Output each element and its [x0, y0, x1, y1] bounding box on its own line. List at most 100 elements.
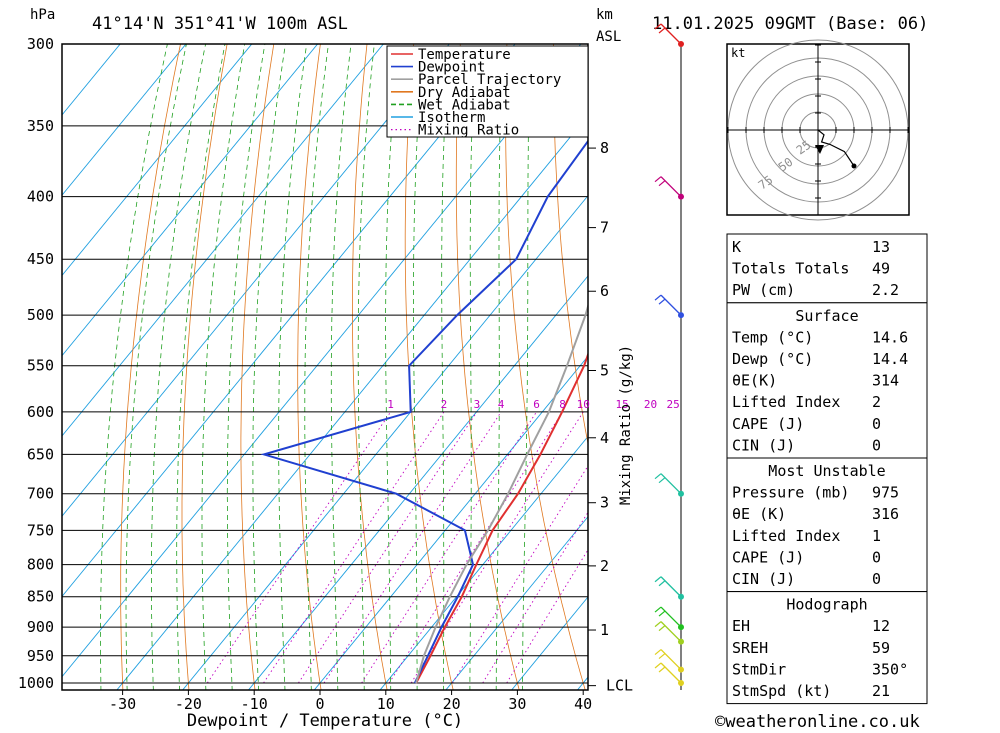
dry-adiabat-line — [351, 44, 388, 690]
profile-lines — [260, 139, 588, 684]
km-tick-label: 7 — [600, 219, 609, 237]
height-ref-label: ASL — [596, 29, 621, 45]
hodograph-ring-label: 75 — [756, 173, 776, 193]
km-tick-label: 5 — [600, 362, 609, 380]
index-label: CIN (J) — [732, 436, 795, 454]
wet-adiabat-line — [226, 44, 266, 690]
index-value: 13 — [872, 238, 890, 256]
pressure-tick-label: 1000 — [18, 674, 54, 692]
wet-adiabat-line — [150, 44, 207, 690]
index-value: 0 — [872, 415, 881, 433]
index-label: CAPE (J) — [732, 548, 804, 566]
mixing-ratio-label: 25 — [666, 398, 679, 411]
index-value: 350° — [872, 660, 908, 678]
x-tick-label: -20 — [175, 695, 202, 713]
index-table: K 13 Totals Totals 49 PW (cm) 2.2 Surface Temp … — [726, 233, 928, 705]
wind-barb-flag — [654, 621, 662, 628]
wet-adiabat-line — [278, 44, 308, 690]
wind-barb — [660, 649, 682, 671]
index-label: K — [732, 238, 741, 256]
wind-barb-flag — [658, 180, 666, 187]
isotherm-line — [62, 44, 450, 517]
index-label: Dewp (°C) — [732, 350, 813, 368]
km-tick-label: 4 — [600, 429, 609, 447]
x-tick-label: 30 — [508, 695, 526, 713]
isotherm-line — [62, 44, 187, 196]
pressure-tick-label: 750 — [27, 521, 54, 539]
index-value: 21 — [872, 682, 890, 700]
index-value: 14.4 — [872, 350, 908, 368]
index-label: Totals Totals — [732, 260, 849, 278]
legend-entry: Dewpoint — [418, 60, 485, 76]
wind-barb-flag — [658, 580, 666, 587]
temperature-axis-labels: -30 -20 -10 0 10 20 30 40 — [109, 690, 592, 713]
wind-barb-flag — [658, 653, 666, 660]
series-dewpoint — [260, 139, 588, 684]
pressure-tick-label: 650 — [27, 445, 54, 463]
pressure-tick-label: 600 — [27, 403, 54, 421]
wind-level-dot — [678, 490, 684, 497]
hodograph-ring-label: 50 — [776, 155, 796, 175]
wet-adiabat-line — [176, 44, 226, 690]
pressure-tick-label: 850 — [27, 588, 54, 606]
index-label: StmSpd (kt) — [732, 682, 831, 700]
index-box — [726, 233, 928, 304]
x-tick-label: -30 — [109, 695, 136, 713]
hodograph-unit: kt — [731, 46, 745, 60]
index-label: StmDir — [732, 660, 786, 678]
index-section-title: Surface — [795, 307, 858, 325]
pressure-unit-label: hPa — [30, 7, 55, 23]
isotherm-line — [62, 44, 384, 437]
wind-barb-flag — [654, 294, 662, 301]
km-tick-label: 2 — [600, 557, 609, 575]
mixing-ratio-label: 3 — [474, 398, 481, 411]
mixing-ratio-line — [323, 411, 502, 684]
wind-level-dot — [678, 193, 684, 200]
index-label: CAPE (J) — [732, 415, 804, 433]
hodograph-trace — [817, 129, 855, 167]
pressure-axis-labels: 300 350 400 450 500 550 600 650 700 750 800 850 900 9… — [18, 35, 54, 692]
pressure-tick-label: 950 — [27, 647, 54, 665]
x-tick-label: 20 — [443, 695, 461, 713]
wind-barb-flag — [654, 662, 662, 669]
pressure-tick-label: 300 — [27, 35, 54, 53]
pressure-tick-label: 900 — [27, 618, 54, 636]
km-tick-label: 8 — [600, 139, 609, 157]
dry-adiabat-line — [297, 44, 322, 690]
pressure-tick-label: 800 — [27, 556, 54, 574]
index-value: 49 — [872, 260, 890, 278]
x-tick-label: 10 — [377, 695, 395, 713]
x-tick-label: 40 — [574, 695, 592, 713]
wind-barb-flag — [658, 625, 666, 632]
index-value: 0 — [872, 436, 881, 454]
legend-entry: Isotherm — [418, 110, 485, 126]
wind-barb-flag — [654, 606, 662, 613]
index-section-title: Most Unstable — [768, 462, 885, 480]
storm-motion-marker — [815, 145, 824, 154]
wind-level-dot — [678, 666, 684, 673]
wind-level-dot — [678, 680, 684, 686]
copyright: ©weatheronline.co.uk — [715, 712, 920, 732]
index-label: Temp (°C) — [732, 328, 813, 346]
wind-barb — [660, 576, 682, 598]
wind-level-dot — [678, 593, 684, 600]
km-tick-label: 1 — [600, 621, 609, 639]
pressure-tick-label: 350 — [27, 117, 54, 135]
pressure-tick-label: 450 — [27, 250, 54, 268]
index-section-title: Hodograph — [786, 596, 867, 614]
index-value: 975 — [872, 484, 899, 502]
index-value: 2.2 — [872, 281, 899, 299]
wind-level-dot — [678, 624, 684, 631]
index-box — [726, 302, 928, 459]
index-label: PW (cm) — [732, 281, 795, 299]
wind-barb-flag — [654, 23, 662, 30]
index-value: 59 — [872, 639, 890, 657]
mixing-ratio-label: 20 — [644, 398, 657, 411]
height-unit-label: km — [596, 7, 613, 23]
hodograph-end-dot — [851, 163, 857, 169]
isotherm-line — [445, 515, 588, 690]
mixing-ratio-label: 4 — [498, 398, 505, 411]
wind-barb — [660, 473, 682, 495]
wind-barb-flag — [654, 176, 662, 183]
